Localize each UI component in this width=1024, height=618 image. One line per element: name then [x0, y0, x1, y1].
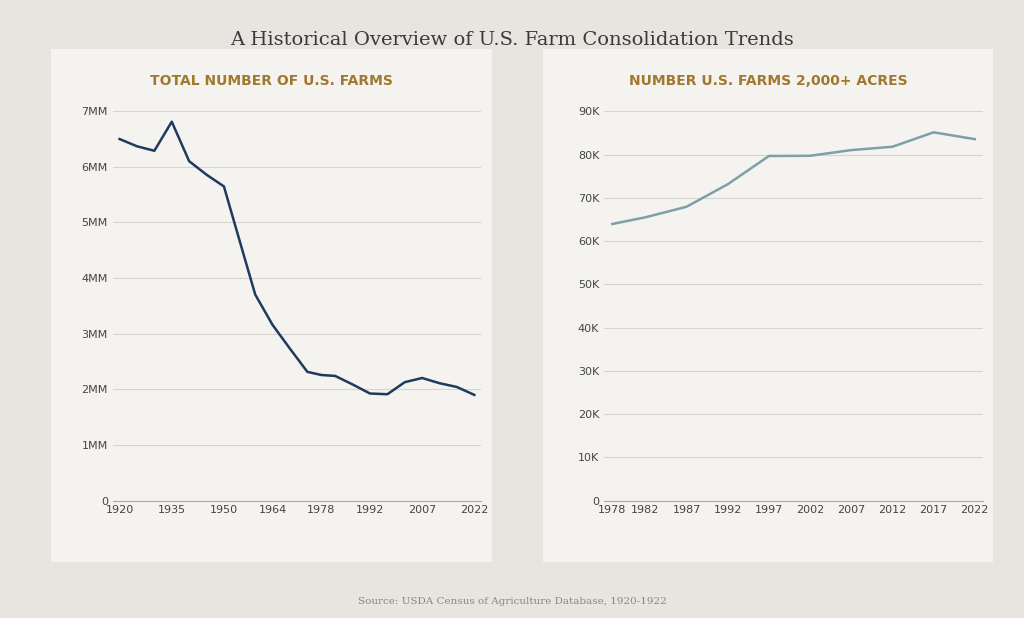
Text: TOTAL NUMBER OF U.S. FARMS: TOTAL NUMBER OF U.S. FARMS [150, 74, 393, 88]
Text: A Historical Overview of U.S. Farm Consolidation Trends: A Historical Overview of U.S. Farm Conso… [230, 31, 794, 49]
Text: NUMBER U.S. FARMS 2,000+ ACRES: NUMBER U.S. FARMS 2,000+ ACRES [629, 74, 907, 88]
Text: Source: USDA Census of Agriculture Database, 1920-1922: Source: USDA Census of Agriculture Datab… [357, 596, 667, 606]
